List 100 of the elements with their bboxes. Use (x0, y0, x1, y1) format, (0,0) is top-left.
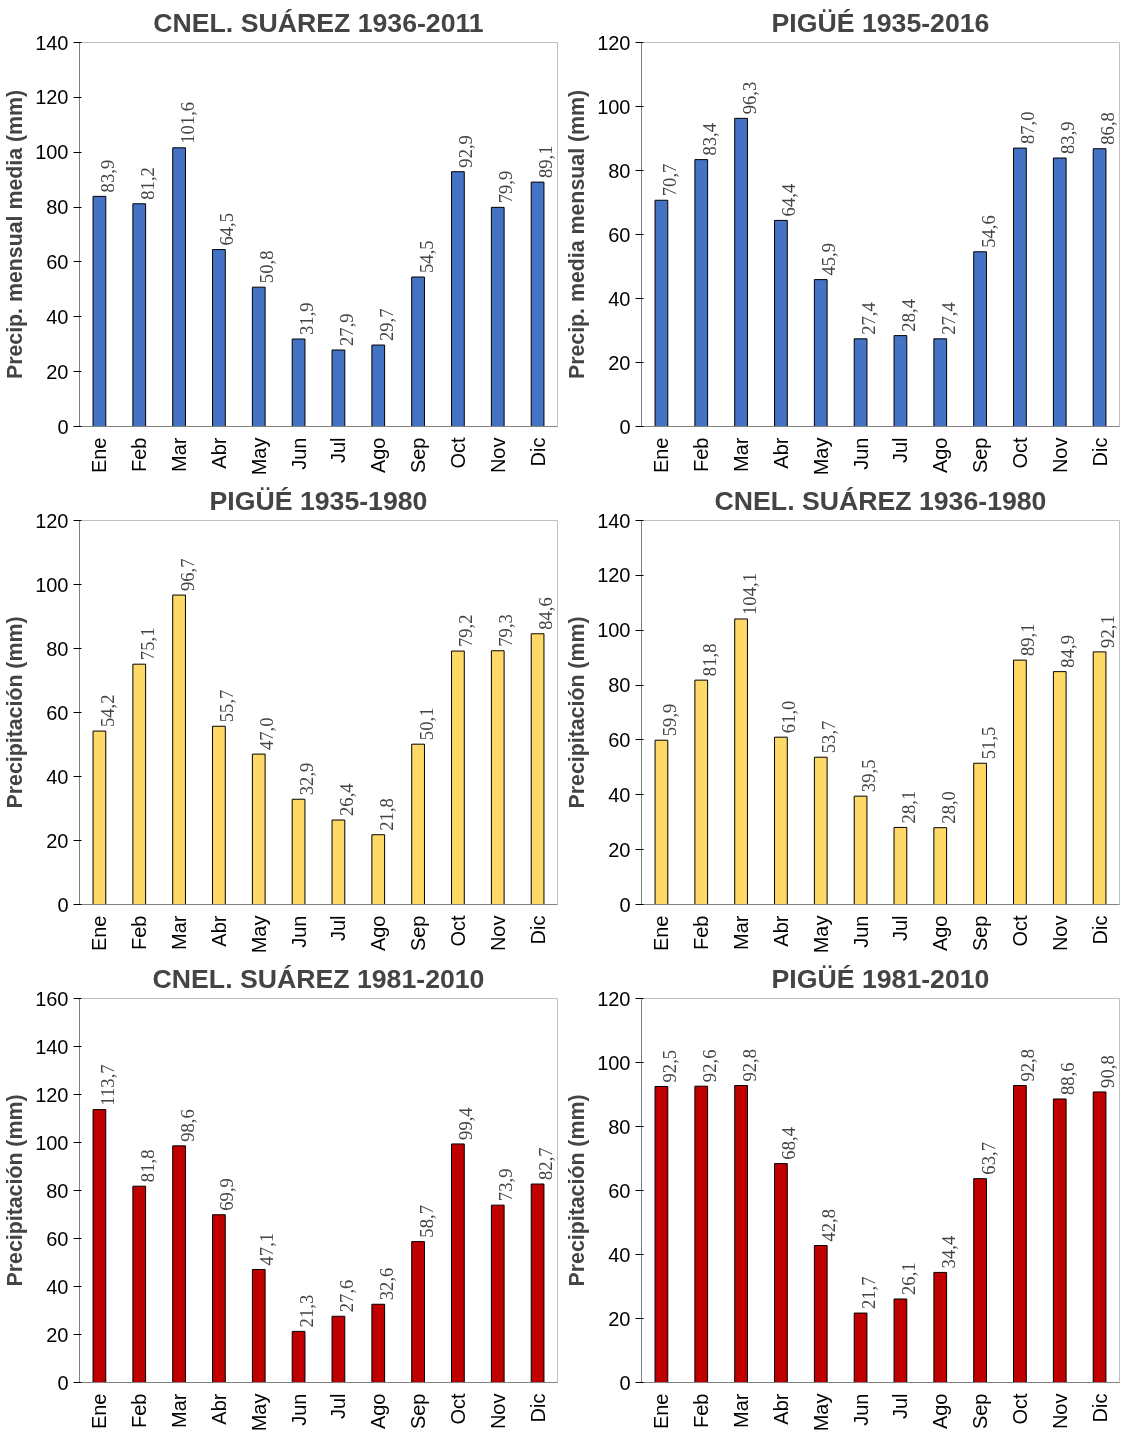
x-tick-label: Jul (327, 1393, 350, 1420)
x-tick-label: Oct (446, 437, 469, 469)
y-tick-label: 120 (597, 31, 631, 54)
x-tick-label: Mar (730, 915, 753, 950)
data-label: 54,5 (415, 240, 437, 274)
data-label: 28,4 (897, 298, 919, 332)
x-tick-label: Dic (1088, 915, 1111, 945)
data-label: 92,1 (1097, 615, 1119, 648)
data-label: 27,9 (335, 313, 357, 346)
data-label: 53,7 (818, 720, 840, 754)
x-tick-label: Feb (128, 1393, 151, 1428)
y-tick-label: 120 (597, 564, 631, 587)
data-label: 90,8 (1097, 1055, 1119, 1088)
data-label: 59,9 (658, 703, 680, 737)
y-axis-title: Precipitación (mm) (565, 616, 590, 809)
data-label: 99,4 (455, 1106, 477, 1140)
x-tick-label: Sep (969, 1393, 992, 1430)
y-tick-label: 40 (608, 783, 631, 806)
x-tick-label: Oct (446, 1393, 469, 1425)
y-tick-label: 120 (35, 1083, 69, 1106)
data-label: 54,6 (977, 215, 999, 248)
x-tick-label: Jun (287, 437, 310, 470)
x-tick-label: Feb (128, 437, 151, 472)
x-tick-label: Ene (88, 915, 111, 952)
chart-title: CNEL. SUÁREZ 1981-2010 (152, 963, 485, 994)
x-tick-label: May (809, 437, 832, 476)
data-label: 104,1 (738, 572, 760, 615)
y-tick-label: 60 (608, 728, 631, 751)
x-tick-label: Ene (650, 915, 673, 952)
x-tick-label: Ene (88, 1393, 111, 1430)
y-tick-label: 100 (597, 1051, 631, 1074)
x-tick-label: Nov (486, 437, 509, 474)
y-tick-label: 0 (619, 1371, 631, 1394)
data-label: 73,9 (495, 1168, 517, 1202)
x-tick-label: Ene (650, 1393, 673, 1430)
y-tick-label: 20 (608, 838, 631, 861)
y-tick-label: 20 (46, 360, 69, 383)
y-tick-label: 100 (35, 1131, 69, 1154)
data-label: 21,8 (375, 798, 397, 831)
data-label: 75,1 (136, 627, 158, 661)
x-tick-label: Ago (929, 437, 952, 474)
data-label: 89,1 (535, 145, 557, 179)
data-label: 58,7 (415, 1204, 437, 1238)
y-tick-label: 120 (35, 86, 69, 109)
data-label: 31,9 (296, 302, 318, 335)
data-label: 113,7 (96, 1064, 118, 1106)
data-label: 63,7 (977, 1142, 999, 1175)
y-tick-label: 40 (608, 1243, 631, 1266)
y-axis-title: Precipitación (mm) (3, 616, 28, 809)
y-tick-label: 0 (57, 893, 69, 916)
x-tick-label: Nov (486, 1393, 509, 1430)
x-tick-label: Jun (287, 915, 310, 948)
data-label: 92,9 (455, 135, 477, 168)
x-tick-label: Sep (407, 437, 430, 474)
x-tick-label: Ago (929, 915, 952, 952)
y-tick-label: 80 (46, 637, 69, 660)
x-tick-label: May (247, 915, 270, 954)
x-tick-label: May (247, 437, 270, 476)
data-label: 86,8 (1097, 112, 1119, 145)
y-tick-label: 20 (608, 351, 631, 374)
data-label: 32,9 (296, 762, 318, 796)
y-tick-label: 80 (46, 1179, 69, 1202)
data-label: 64,4 (778, 183, 800, 217)
data-label: 92,6 (698, 1049, 720, 1083)
y-axis-title: Precip. media mensual (mm) (565, 89, 590, 380)
y-tick-label: 80 (608, 1115, 631, 1138)
x-tick-label: Jul (889, 437, 912, 464)
data-label: 39,5 (858, 759, 880, 793)
y-tick-label: 100 (35, 573, 69, 596)
data-label: 88,6 (1057, 1062, 1079, 1095)
y-tick-label: 0 (57, 1371, 69, 1394)
x-tick-label: Mar (168, 437, 191, 472)
x-tick-label: Ago (929, 1393, 952, 1430)
data-label: 64,5 (216, 212, 238, 246)
x-tick-label: Jul (327, 915, 350, 942)
data-label: 27,4 (858, 301, 880, 335)
y-tick-label: 60 (46, 1227, 69, 1250)
y-tick-label: 80 (608, 159, 631, 182)
x-tick-label: Nov (1048, 915, 1071, 952)
y-tick-label: 140 (35, 1035, 69, 1058)
y-tick-label: 100 (35, 141, 69, 164)
data-label: 84,6 (535, 597, 557, 630)
x-tick-label: Mar (168, 915, 191, 950)
chart-title: PIGÜÉ 1981-2010 (771, 963, 990, 994)
y-tick-label: 20 (46, 1323, 69, 1346)
x-tick-label: May (247, 1393, 270, 1432)
y-tick-label: 0 (619, 415, 631, 438)
y-tick-label: 20 (608, 1307, 631, 1330)
data-label: 69,9 (216, 1178, 238, 1211)
data-label: 83,9 (96, 159, 118, 193)
y-tick-label: 80 (608, 674, 631, 697)
y-tick-label: 40 (608, 287, 631, 310)
y-tick-label: 60 (608, 223, 631, 246)
x-tick-label: May (809, 915, 832, 954)
data-label: 81,8 (136, 1149, 158, 1183)
x-tick-label: Jun (849, 1393, 872, 1426)
data-label: 54,2 (96, 694, 118, 728)
data-label: 70,7 (658, 163, 680, 197)
x-tick-label: Sep (407, 1393, 430, 1430)
data-label: 92,5 (658, 1049, 680, 1083)
